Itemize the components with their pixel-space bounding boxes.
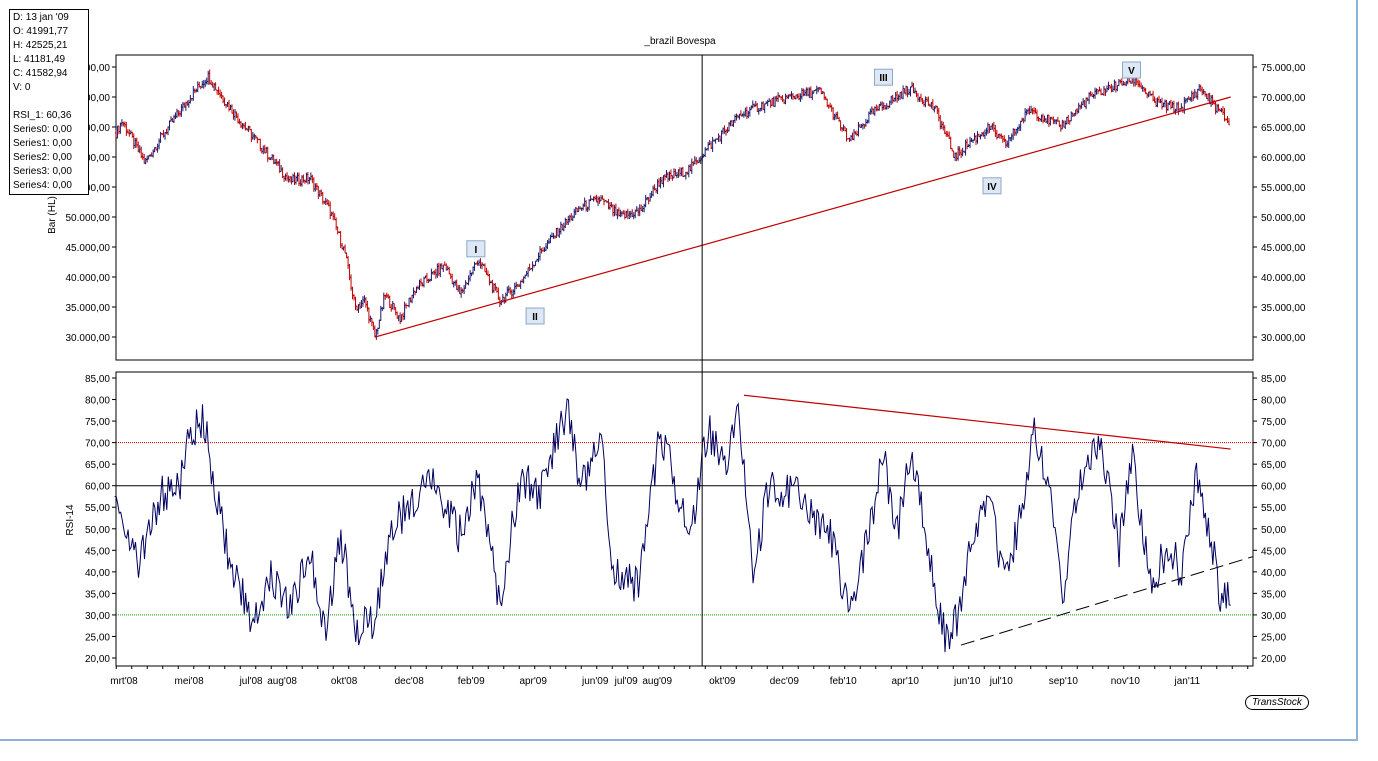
rsi-tick-label-right: 20,00 — [1261, 654, 1286, 665]
x-tick-label: dec'08 — [395, 676, 425, 687]
x-tick-label: jan'11 — [1173, 676, 1200, 687]
info-line: O: 41991,77 — [13, 26, 69, 37]
rsi-tick-label-left: 55,00 — [85, 503, 110, 514]
transstock-logo: TransStock — [1245, 695, 1309, 710]
x-tick-label: jul'09 — [614, 676, 638, 687]
x-tick-label: feb'10 — [830, 676, 857, 687]
rsi-tick-label-left: 40,00 — [85, 568, 110, 579]
x-tick-label: mei'08 — [175, 676, 205, 687]
x-tick-label: apr'10 — [891, 676, 919, 687]
rsi-tick-label-right: 80,00 — [1261, 396, 1286, 407]
price-tick-label-left: 50.000,00 — [66, 213, 111, 224]
rsi-tick-label-left: 70,00 — [85, 439, 110, 450]
wave-label-box — [874, 68, 893, 86]
price-tick-label-left: 45.000,00 — [66, 243, 111, 254]
rsi-tick-label-right: 55,00 — [1261, 503, 1286, 514]
rsi-tick-label-left: 20,00 — [85, 654, 110, 665]
info-line: Series0: 0,00 — [13, 124, 72, 135]
info-line: H: 42525,21 — [13, 40, 68, 51]
rsi-tick-label-left: 75,00 — [85, 417, 110, 428]
x-tick-label: sep'10 — [1049, 676, 1079, 687]
info-line: RSI_1: 60,36 — [13, 110, 72, 121]
rsi-tick-label-left: 85,00 — [85, 374, 110, 385]
wave-label-box — [1122, 61, 1141, 79]
x-tick-label: aug'09 — [642, 676, 672, 687]
wave-label-box — [466, 240, 486, 258]
rsi-axis-label: RSI-14 — [65, 504, 76, 536]
rsi-tick-label-right: 70,00 — [1261, 439, 1286, 450]
x-tick-label: jun'10 — [953, 676, 981, 687]
x-tick-label: aug'08 — [267, 676, 297, 687]
x-tick-label: nov'10 — [1111, 676, 1141, 687]
price-tick-label-right: 65.000,00 — [1261, 123, 1306, 134]
info-line: D: 13 jan '09 — [13, 12, 69, 23]
x-tick-label: jun'09 — [581, 676, 609, 687]
price-tick-label-right: 35.000,00 — [1261, 303, 1306, 314]
price-tick-label-right: 40.000,00 — [1261, 273, 1306, 284]
wave-label-box — [982, 177, 1002, 195]
rsi-tick-label-right: 25,00 — [1261, 632, 1286, 643]
info-line: Series3: 0,00 — [13, 166, 72, 177]
rsi-tick-label-right: 30,00 — [1261, 611, 1286, 622]
price-tick-label-right: 30.000,00 — [1261, 333, 1306, 344]
wave-label-I: I — [474, 245, 477, 256]
x-tick-label: okt'08 — [331, 676, 358, 687]
price-tick-label-right: 75.000,00 — [1261, 63, 1306, 74]
price-axis-label: Bar (HL) — [47, 196, 58, 234]
info-line: Series4: 0,00 — [13, 180, 72, 191]
x-tick-label: okt'09 — [709, 676, 736, 687]
x-tick-label: dec'09 — [770, 676, 800, 687]
rsi-tick-label-right: 45,00 — [1261, 546, 1286, 557]
rsi-tick-label-right: 40,00 — [1261, 568, 1286, 579]
rsi-tick-label-left: 50,00 — [85, 525, 110, 536]
ohlc-info-box: D: 13 jan '09 O: 41991,77 H: 42525,21 L: 41… — [9, 9, 89, 195]
info-line: C: 41582,94 — [13, 68, 68, 79]
rsi-tick-label-left: 80,00 — [85, 396, 110, 407]
info-line: Series2: 0,00 — [13, 152, 72, 163]
price-tick-label-left: 30.000,00 — [66, 333, 111, 344]
rsi-tick-label-right: 35,00 — [1261, 589, 1286, 600]
info-line: Series1: 0,00 — [13, 138, 72, 149]
rsi-tick-label-left: 65,00 — [85, 460, 110, 471]
price-tick-label-right: 50.000,00 — [1261, 213, 1306, 224]
wave-label-V: V — [1128, 66, 1135, 77]
rsi-tick-label-left: 30,00 — [85, 611, 110, 622]
rsi-downtrend-line — [743, 394, 1231, 450]
rsi-tick-label-left: 45,00 — [85, 546, 110, 557]
wave-label-II: II — [532, 312, 538, 323]
price-tick-label-right: 60.000,00 — [1261, 153, 1306, 164]
price-tick-label-right: 70.000,00 — [1261, 93, 1306, 104]
rsi-tick-label-right: 60,00 — [1261, 482, 1286, 493]
rsi-tick-label-right: 75,00 — [1261, 417, 1286, 428]
rsi-tick-label-right: 65,00 — [1261, 460, 1286, 471]
info-line: L: 41181,49 — [13, 54, 66, 65]
wave-label-IV: IV — [987, 182, 997, 193]
x-tick-label: jul'08 — [239, 676, 263, 687]
price-tick-label-left: 35.000,00 — [66, 303, 111, 314]
rsi-line — [114, 398, 1231, 653]
chart-title: _brazil Bovespa — [643, 36, 716, 47]
price-tick-label-left: 40.000,00 — [66, 273, 111, 284]
x-tick-label: mrt'08 — [110, 676, 138, 687]
price-panel-frame — [115, 54, 1254, 361]
wave-label-box — [525, 307, 545, 325]
x-tick-label: apr'09 — [519, 676, 547, 687]
rsi-uptrend-dashed-line — [960, 556, 1253, 646]
info-line — [13, 95, 85, 109]
price-trendline — [374, 96, 1231, 338]
rsi-tick-label-left: 35,00 — [85, 589, 110, 600]
rsi-tick-label-left: 25,00 — [85, 632, 110, 643]
rsi-panel-frame — [115, 371, 1254, 667]
chart-window — [0, 0, 1358, 741]
rsi-tick-label-right: 50,00 — [1261, 525, 1286, 536]
price-tick-label-right: 55.000,00 — [1261, 183, 1306, 194]
x-tick-label: feb'09 — [458, 676, 485, 687]
rsi-tick-label-right: 85,00 — [1261, 374, 1286, 385]
x-tick-label: jul'10 — [989, 676, 1013, 687]
info-line: V: 0 — [13, 82, 31, 93]
price-tick-label-right: 45.000,00 — [1261, 243, 1306, 254]
rsi-tick-label-left: 60,00 — [85, 482, 110, 493]
wave-label-III: III — [879, 73, 888, 84]
